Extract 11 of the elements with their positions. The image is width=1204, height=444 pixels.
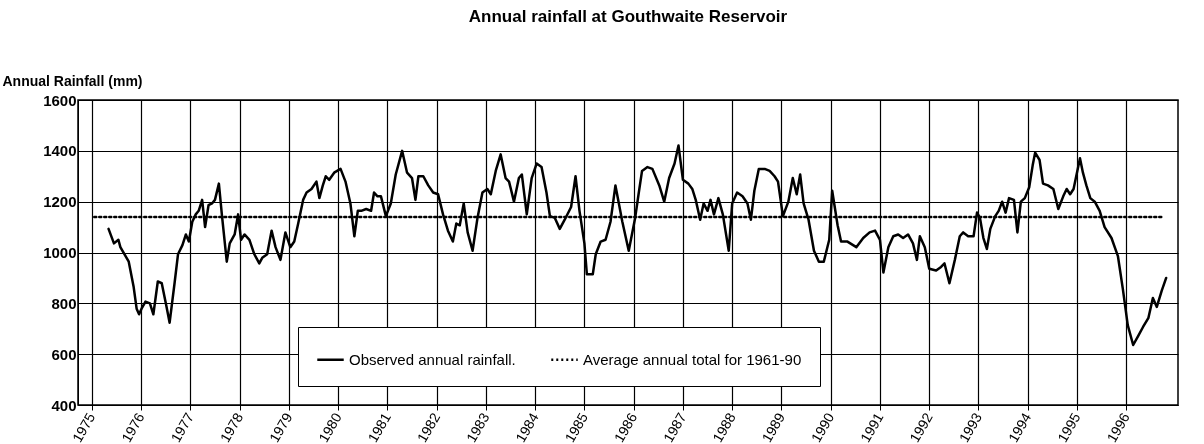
legend-label: Observed annual rainfall.	[349, 350, 516, 368]
y-tick-label: 600	[51, 345, 77, 363]
y-axis-title: Annual Rainfall (mm)	[2, 72, 143, 89]
y-tick-label: 1400	[43, 142, 77, 160]
y-tick-label: 400	[51, 396, 77, 414]
y-tick-label: 1000	[43, 244, 77, 261]
legend-label: Average annual total for 1961-90	[583, 350, 802, 368]
y-tick-label: 800	[51, 294, 77, 312]
y-tick-label: 1600	[43, 91, 77, 109]
chart-title: Annual rainfall at Gouthwaite Reservoir	[468, 7, 788, 26]
y-tick-label: 1200	[43, 193, 77, 211]
